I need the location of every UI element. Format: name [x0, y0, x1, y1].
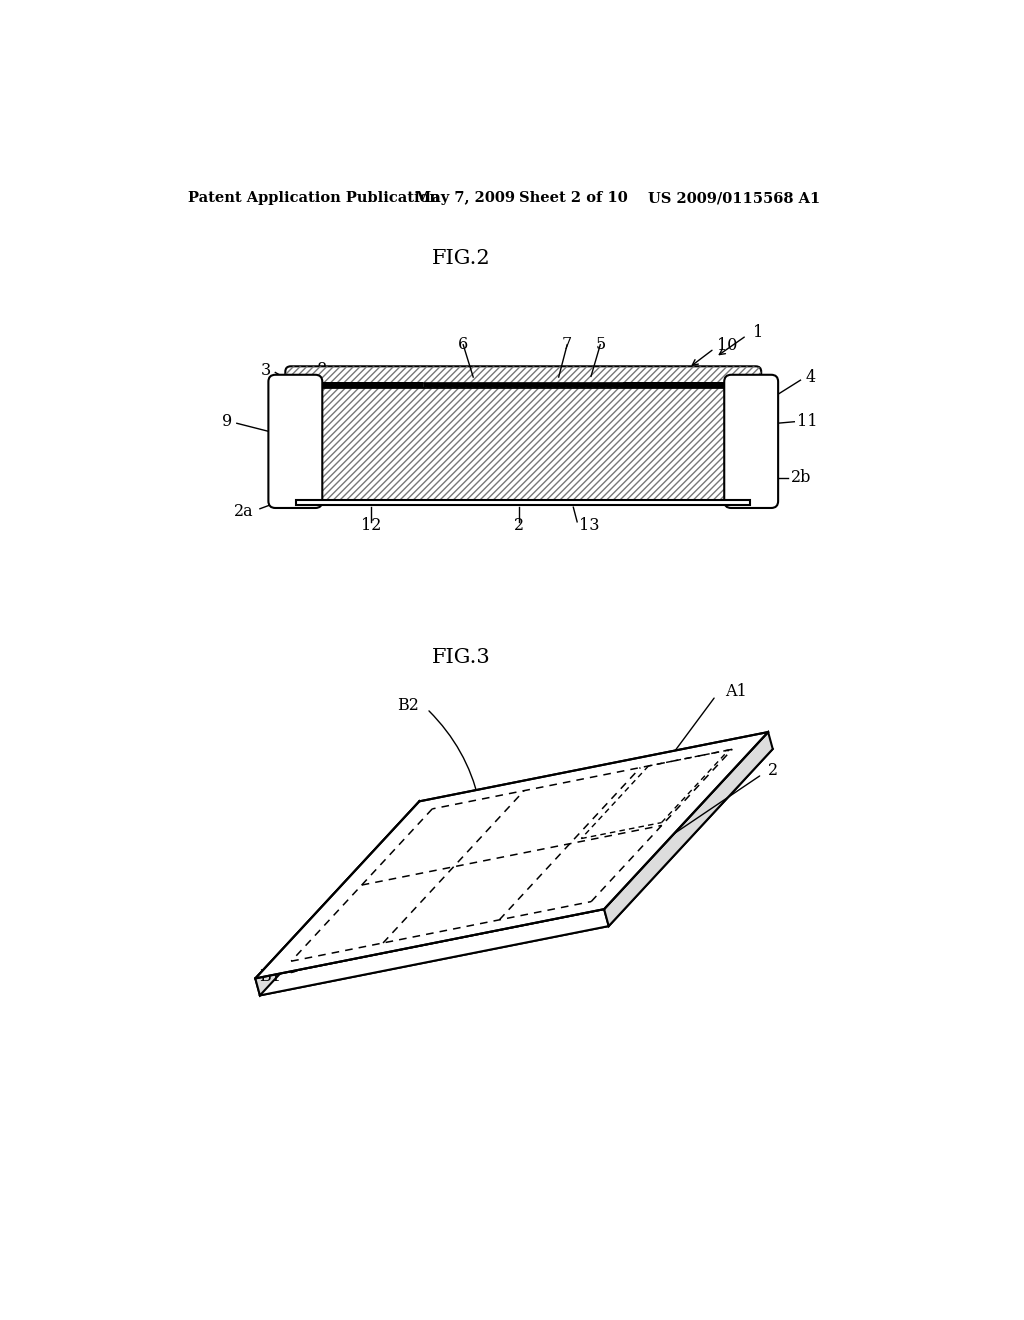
Text: 7: 7	[562, 337, 572, 354]
FancyBboxPatch shape	[724, 375, 778, 508]
Text: 2: 2	[514, 517, 524, 535]
Text: 8: 8	[316, 360, 327, 378]
Text: 3: 3	[261, 362, 271, 379]
Polygon shape	[604, 733, 773, 927]
FancyBboxPatch shape	[268, 375, 323, 508]
Bar	[423, 381, 624, 387]
Text: 5: 5	[595, 337, 605, 354]
Text: FIG.2: FIG.2	[432, 249, 490, 268]
Polygon shape	[255, 909, 608, 995]
Text: Sheet 2 of 10: Sheet 2 of 10	[519, 191, 628, 206]
Text: 6: 6	[458, 337, 468, 354]
Polygon shape	[255, 733, 768, 978]
Text: May 7, 2009: May 7, 2009	[416, 191, 515, 206]
FancyBboxPatch shape	[276, 378, 770, 506]
Text: 9: 9	[222, 413, 232, 430]
Bar	[296, 499, 751, 506]
Bar	[322, 381, 423, 388]
Text: 12: 12	[360, 517, 381, 535]
Text: 1: 1	[753, 323, 763, 341]
Text: Patent Application Publication: Patent Application Publication	[188, 191, 440, 206]
Text: 2b: 2b	[792, 470, 812, 487]
Text: FIG.3: FIG.3	[432, 648, 492, 667]
Bar	[624, 381, 727, 388]
Text: A1: A1	[725, 682, 746, 700]
Text: 2: 2	[768, 762, 778, 779]
Text: 13: 13	[580, 517, 600, 535]
Text: US 2009/0115568 A1: US 2009/0115568 A1	[648, 191, 820, 206]
Text: 2a: 2a	[234, 503, 254, 520]
FancyBboxPatch shape	[286, 367, 761, 388]
Text: B1: B1	[259, 969, 281, 986]
Text: 10: 10	[717, 337, 737, 354]
Text: B2: B2	[397, 697, 419, 714]
Polygon shape	[255, 801, 424, 995]
Text: 4: 4	[805, 370, 815, 387]
Text: 11: 11	[798, 413, 818, 430]
